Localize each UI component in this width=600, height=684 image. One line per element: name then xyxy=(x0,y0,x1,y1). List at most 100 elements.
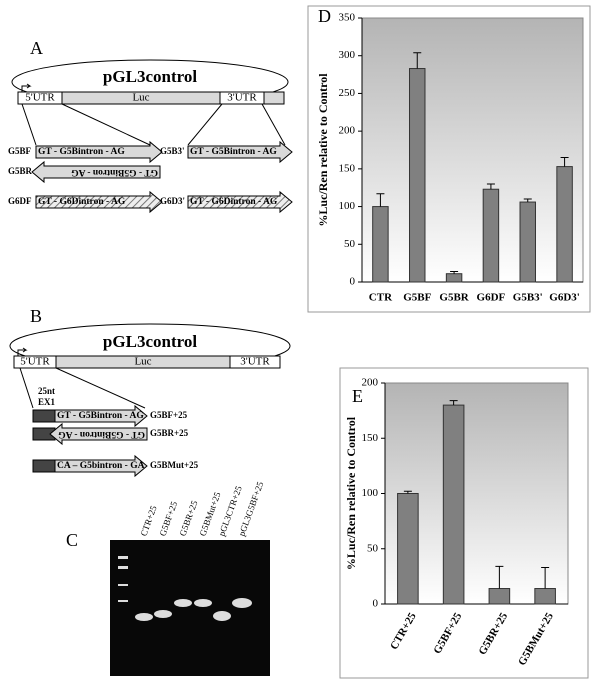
plasmid-name: pGL3control xyxy=(103,332,197,351)
error-bar xyxy=(541,567,550,589)
x-tick-label: CTR xyxy=(369,292,393,304)
utr3 xyxy=(229,355,281,369)
bar xyxy=(519,201,536,283)
plasmid-name: pGL3control xyxy=(103,67,197,86)
y-tick-label: 100 xyxy=(362,487,379,499)
insert: GT - G5Bintron - AG xyxy=(57,411,144,421)
construct-name: G5BR xyxy=(8,166,33,176)
y-axis-label: %Luc/Ren relative to Control xyxy=(316,73,330,227)
arrow xyxy=(35,190,163,214)
insert: GT - G5Bintron - AG xyxy=(71,167,158,177)
error-bar xyxy=(449,400,458,406)
panel-label: D xyxy=(318,6,331,26)
promoter xyxy=(21,83,32,92)
y-tick-label: 0 xyxy=(373,598,379,610)
bar xyxy=(482,188,500,283)
construct-name: G6D3' xyxy=(160,196,185,206)
construct-name: G5BF xyxy=(8,146,32,156)
error-bar xyxy=(403,490,412,494)
panel-c: C CTR+25 G5BF+25 G5BR+25 G5BMut+25 pGL3C… xyxy=(66,480,270,676)
arrow xyxy=(54,404,148,428)
y-tick-label: 250 xyxy=(339,87,356,99)
chart-frame xyxy=(307,5,591,313)
arrow xyxy=(187,140,293,164)
panel-label: A xyxy=(30,38,43,58)
bar xyxy=(445,273,463,283)
utr3-label: 3'UTR xyxy=(240,356,270,368)
x-tick-label: G5BF+25 xyxy=(431,610,464,656)
x-tick-label: G5BF xyxy=(403,292,431,304)
bar xyxy=(409,68,426,283)
lane-label: G5BR+25 xyxy=(177,499,199,538)
bar xyxy=(397,493,419,605)
insert: GT - G5Bintron - AG xyxy=(190,147,277,157)
bar xyxy=(556,166,573,283)
bar xyxy=(488,588,511,605)
utr5-label: 5'UTR xyxy=(25,92,55,104)
construct-name: G5BF+25 xyxy=(150,410,188,420)
error-bar xyxy=(450,270,459,274)
error-bar xyxy=(486,183,495,190)
arrow xyxy=(54,454,148,478)
x-tick-label: G5BR xyxy=(439,292,469,304)
error-bar xyxy=(560,157,569,167)
construct-name: G5B3' xyxy=(160,146,185,156)
error-bar xyxy=(523,198,532,203)
bands xyxy=(118,556,252,621)
bar xyxy=(534,588,556,605)
lane-label: G5BF+25 xyxy=(157,500,179,538)
construct-name: G5BR+25 xyxy=(150,428,189,438)
bar xyxy=(442,404,465,605)
arrow xyxy=(49,422,148,446)
exon-label: EX1 xyxy=(38,397,56,407)
chart-frame xyxy=(339,367,589,679)
x-tick-label: CTR+25 xyxy=(388,610,419,652)
y-tick-label: 150 xyxy=(362,432,379,444)
panel-label: C xyxy=(66,530,78,550)
promoter xyxy=(17,347,28,356)
y-tick-label: 350 xyxy=(339,12,356,24)
luc-label: Luc xyxy=(134,356,151,368)
y-tick-label: 100 xyxy=(339,200,356,212)
insert: GT - G5Bintron - AG xyxy=(38,147,125,157)
utr5-label: 5'UTR xyxy=(20,356,50,368)
construct-name: G5BMut+25 xyxy=(150,460,199,470)
gel xyxy=(110,540,270,676)
arrow xyxy=(35,140,163,164)
x-tick-label: G5BMut+25 xyxy=(516,610,556,667)
panel-label: B xyxy=(30,306,42,326)
insert: GT - G6Dintron - AG xyxy=(38,197,126,207)
panel-b: B pGL3control 5'UTR Luc 3'UTR 25nt EX1 G… xyxy=(9,306,291,478)
bar xyxy=(372,206,389,283)
exon xyxy=(32,459,56,473)
arrow xyxy=(31,160,161,184)
vector xyxy=(263,91,285,105)
arrow xyxy=(187,190,293,214)
luc-label: Luc xyxy=(132,92,149,104)
x-tick-label: G6D3' xyxy=(549,292,580,304)
error-bar xyxy=(376,193,385,207)
insert-lines xyxy=(19,367,146,409)
x-tick-label: G5BR+25 xyxy=(476,610,510,657)
x-tick-label: G5B3' xyxy=(513,292,543,304)
y-tick-label: 0 xyxy=(350,276,356,288)
panel-label: E xyxy=(352,386,363,406)
exon xyxy=(32,409,56,423)
y-tick-label: 50 xyxy=(344,238,356,250)
error-bar xyxy=(495,565,504,589)
y-axis-label: %Luc/Ren relative to Control xyxy=(344,416,358,570)
lane-label: CTR+25 xyxy=(138,504,158,538)
y-tick-label: 300 xyxy=(339,49,356,61)
construct-name: G6DF xyxy=(8,196,32,206)
x-tick-label: G6DF xyxy=(477,292,506,304)
y-tick-label: 50 xyxy=(367,542,379,554)
y-tick-label: 200 xyxy=(362,377,379,389)
insert: GT - G6Dintron - AG xyxy=(190,197,278,207)
panel-a: A pGL3control 5'UTR Luc 3'UTR G5BF GT - … xyxy=(8,38,293,214)
insert-lines xyxy=(21,103,286,146)
exon-label: 25nt xyxy=(38,386,55,396)
y-tick-label: 150 xyxy=(339,162,356,174)
y-tick-label: 200 xyxy=(339,125,356,137)
utr3-label: 3'UTR xyxy=(227,92,257,104)
